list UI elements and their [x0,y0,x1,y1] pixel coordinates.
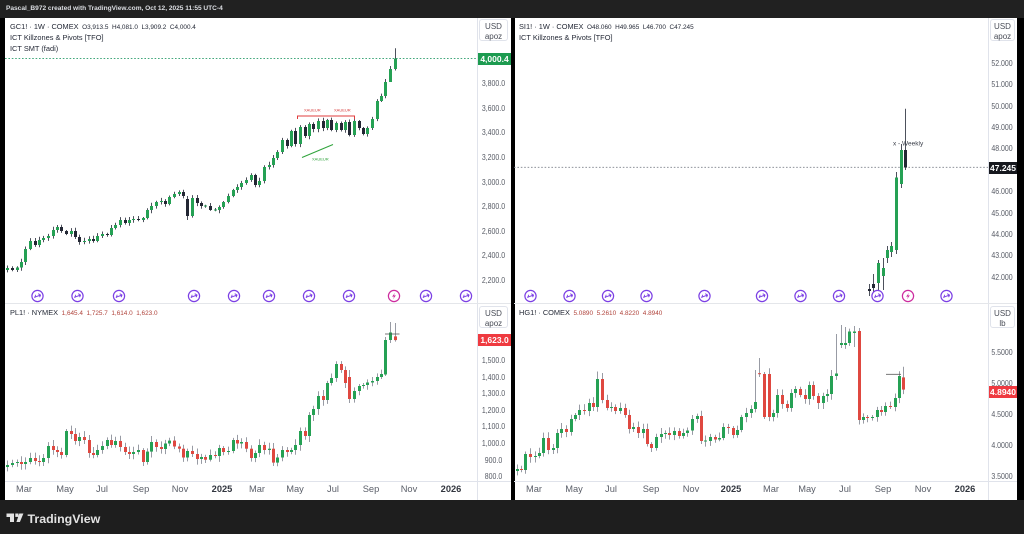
svg-text:XAUEUR: XAUEUR [304,108,321,113]
svg-text:TradingView: TradingView [28,512,101,526]
svg-text:x - Weekly: x - Weekly [893,141,924,148]
svg-text:XAUEUR: XAUEUR [312,157,329,162]
svg-text:XAUEUR: XAUEUR [334,108,351,113]
